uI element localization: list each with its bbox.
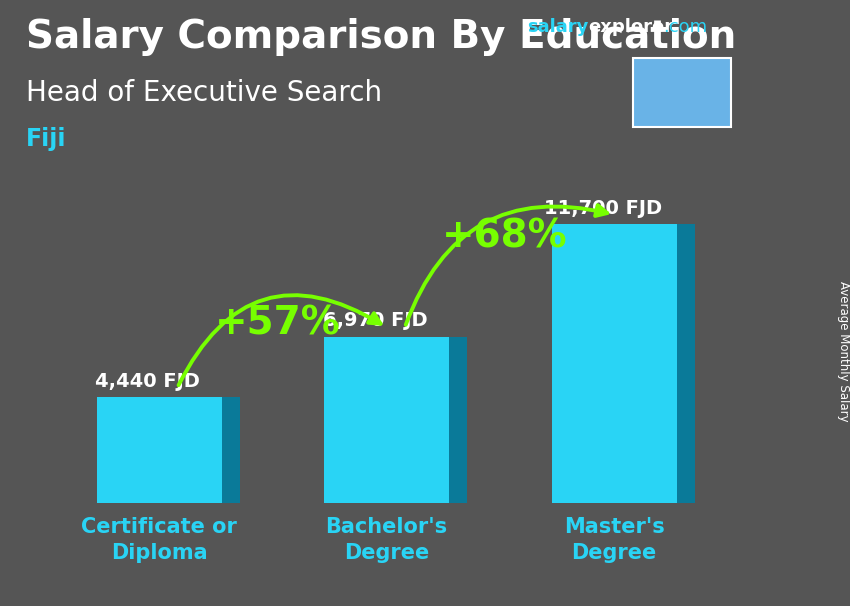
- Bar: [324, 337, 449, 503]
- Bar: [449, 337, 468, 503]
- Text: +57%: +57%: [214, 304, 340, 342]
- Text: Salary Comparison By Education: Salary Comparison By Education: [26, 18, 736, 56]
- Bar: [633, 58, 682, 92]
- Text: Head of Executive Search: Head of Executive Search: [26, 79, 382, 107]
- Bar: [222, 397, 240, 503]
- Text: 11,700 FJD: 11,700 FJD: [544, 199, 662, 218]
- Text: salary: salary: [527, 18, 588, 36]
- Bar: [687, 68, 723, 117]
- Text: explorer: explorer: [588, 18, 673, 36]
- Bar: [687, 68, 723, 117]
- Bar: [552, 224, 677, 503]
- Text: 6,970 FJD: 6,970 FJD: [323, 311, 428, 330]
- Bar: [677, 224, 695, 503]
- Text: +68%: +68%: [442, 218, 568, 256]
- Text: Average Monthly Salary: Average Monthly Salary: [837, 281, 850, 422]
- Text: Fiji: Fiji: [26, 127, 66, 152]
- Text: ✦: ✦: [700, 87, 710, 98]
- Bar: [97, 397, 222, 503]
- Text: .com: .com: [663, 18, 707, 36]
- Text: 4,440 FJD: 4,440 FJD: [95, 371, 201, 390]
